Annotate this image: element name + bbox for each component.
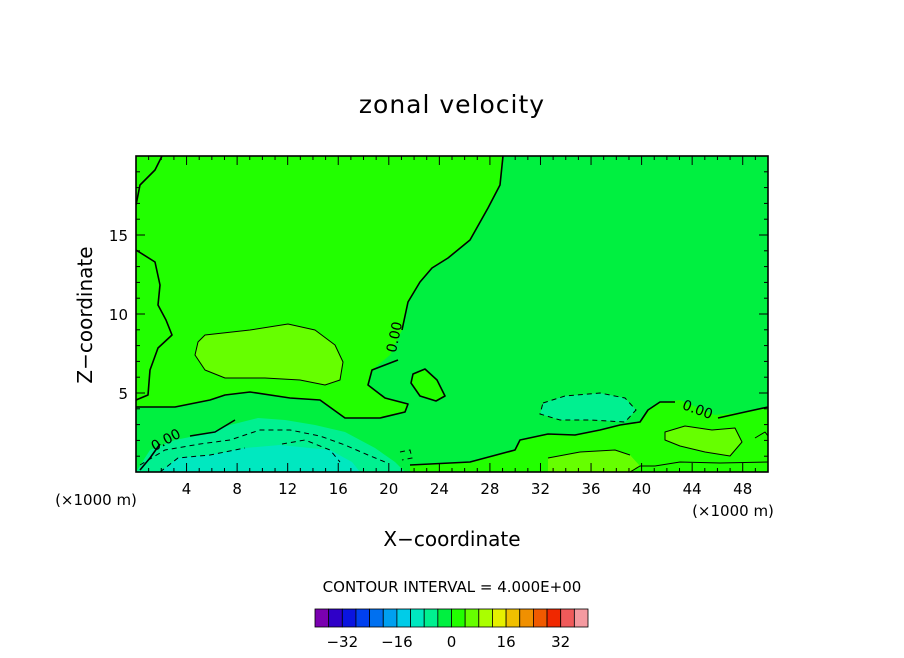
colorbar-swatch <box>328 608 343 628</box>
region-positive-island <box>411 369 445 401</box>
x-tick-label: 40 <box>632 480 651 498</box>
x-tick-label: 20 <box>379 480 398 498</box>
plot-area: 0.000.000.00 <box>136 156 768 472</box>
region-positive-mid-right <box>665 426 742 456</box>
contour-right-edge-small <box>754 431 768 439</box>
y-tick-label: 10 <box>109 306 128 324</box>
colorbar-swatch <box>382 608 398 628</box>
chart-title: zonal velocity <box>359 90 545 119</box>
x-tick-label: 28 <box>480 480 499 498</box>
x-tick-label: 32 <box>531 480 550 498</box>
colorbar-swatch <box>451 608 466 628</box>
contour-zero-island <box>410 368 446 402</box>
y-axis-label: Z−coordinate <box>73 246 97 383</box>
x-tick-label: 48 <box>733 480 752 498</box>
x-unit-label-left: (×1000 m) <box>55 491 137 509</box>
x-axis-label: X−coordinate <box>383 527 520 551</box>
x-tick-label: 16 <box>329 480 348 498</box>
colorbar-swatch <box>546 608 562 628</box>
colorbar-swatch <box>560 608 575 628</box>
x-tick-label: 4 <box>182 480 192 498</box>
x-tick-label: 44 <box>683 480 702 498</box>
y-tick-label: 5 <box>118 385 128 403</box>
colorbar-swatch <box>410 608 425 628</box>
colorbar-swatch <box>396 608 411 628</box>
region-positive-core <box>195 324 343 385</box>
colorbar-swatch <box>464 608 480 628</box>
contour-positive-right <box>664 425 743 457</box>
colorbar-swatch <box>505 608 521 628</box>
y-tick-label: 15 <box>109 227 128 245</box>
colorbar-swatch <box>314 608 330 628</box>
contour-negative-right <box>539 392 637 423</box>
region-positive-lower-right <box>410 400 768 472</box>
contour-negative-inner-a <box>159 447 246 472</box>
colorbar-swatch <box>341 608 357 628</box>
region-negative-right <box>540 393 636 422</box>
colorbar-swatch <box>573 608 589 628</box>
colorbar-tick-label: 16 <box>497 633 516 651</box>
x-tick-label: 36 <box>581 480 600 498</box>
colorbar-swatch <box>492 608 507 628</box>
contour-zero-top-left <box>136 156 163 206</box>
contour-zero-lower-left-b <box>139 443 161 471</box>
colorbar-tick-label: 0 <box>447 633 457 651</box>
x-tick-label: 8 <box>232 480 242 498</box>
contour-zero-right-edge <box>717 406 768 419</box>
x-unit-label-right: (×1000 m) <box>692 502 774 520</box>
colorbar-swatch <box>437 608 452 628</box>
colorbar-swatch <box>519 608 534 628</box>
contour-positive-core <box>194 323 344 386</box>
colorbar-tick-label: −16 <box>381 633 413 651</box>
contour-zero-middle <box>136 359 409 419</box>
colorbar-swatch <box>423 608 439 628</box>
contour-zero-left <box>136 249 173 401</box>
contour-interval-text: CONTOUR INTERVAL = 4.000E+00 <box>323 578 582 596</box>
contour-negative-lower-left <box>139 429 386 466</box>
contour-positive-mid <box>547 449 631 459</box>
x-tick-label: 12 <box>278 480 297 498</box>
contour-field: 0.000.000.00 <box>136 156 768 472</box>
contour-zero-upper <box>401 156 504 331</box>
colorbar: −32 −16 0 16 32 <box>314 608 589 651</box>
colorbar-swatch <box>355 608 371 628</box>
contour-positive-lower <box>629 461 768 472</box>
contour-zero-lower-right <box>409 401 675 466</box>
x-tick-label: 24 <box>430 480 449 498</box>
contour-negative-inner-b <box>281 439 341 463</box>
region-negative-core <box>160 445 360 472</box>
colorbar-swatch <box>478 608 493 628</box>
colorbar-tick-label: 32 <box>551 633 570 651</box>
region-positive-mid-lower <box>548 450 640 472</box>
colorbar-swatch <box>369 608 384 628</box>
contour-zero-lower-left <box>189 419 236 437</box>
contour-label-upper: 0.00 <box>384 320 406 354</box>
colorbar-swatch <box>533 608 548 628</box>
colorbar-tick-label: −32 <box>326 633 358 651</box>
